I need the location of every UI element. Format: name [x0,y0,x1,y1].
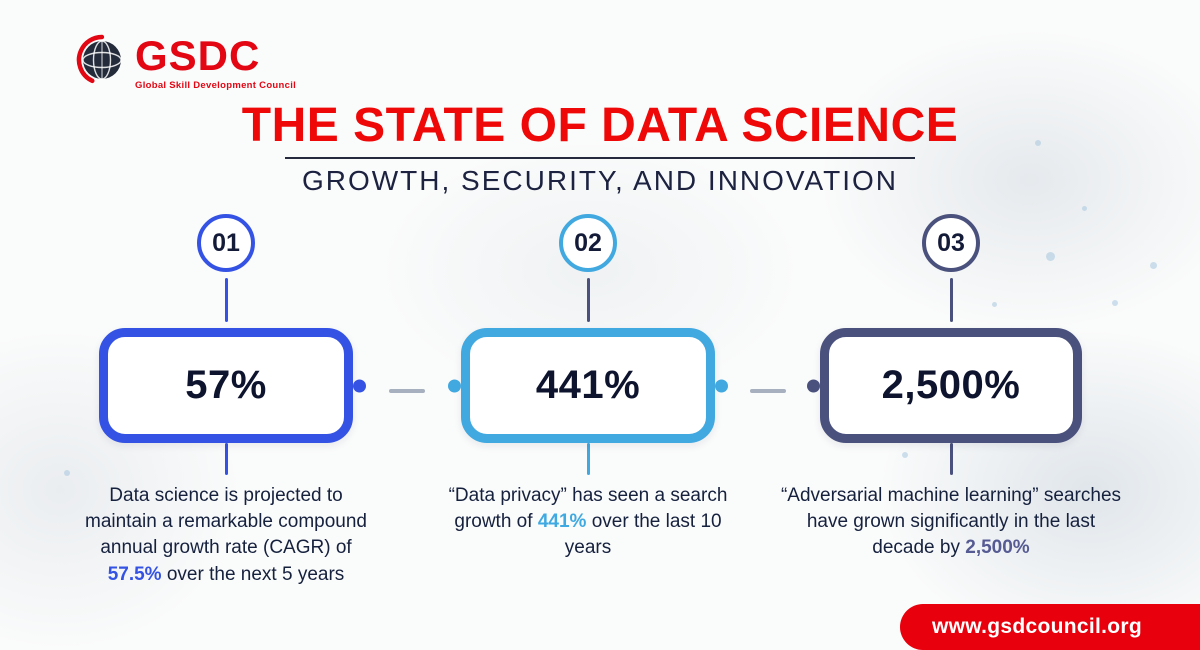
step-number-badge: 03 [922,214,980,272]
connector-line [949,278,953,322]
connector-dash [750,389,786,393]
connector-line [224,443,228,475]
connector-line [224,278,228,322]
background-dot [1082,206,1087,211]
stat-box: 441% [448,328,728,443]
gsdc-logo: GSDC Global Skill Development Council [76,34,296,91]
background-dot [64,470,70,476]
stat-description: Data science is projected to maintain a … [76,483,376,588]
stat-box: 2,500% [807,328,1082,443]
connector-line [586,443,590,475]
step-number: 01 [212,228,240,257]
stat-value: 441% [535,363,641,407]
logo-tagline: Global Skill Development Council [135,79,297,91]
stat-column-2: 02 441% “Data privacy” has seen a search… [438,214,738,562]
stat-description: “Data privacy” has seen a search growth … [438,483,738,562]
background-dot [1150,262,1157,269]
stat-value: 2,500% [881,363,1021,407]
description-text: over the next 5 years [161,563,345,585]
connector-dash [389,389,425,393]
step-number-badge: 01 [197,214,255,272]
stat-column-3: 03 2,500% “Adversarial machine learning”… [778,214,1124,562]
connector-line [586,278,590,322]
stat-value: 57% [185,363,267,407]
stat-box: 57% [99,328,366,443]
step-number: 03 [937,228,965,257]
connector-dot [715,379,728,392]
connector-line [949,443,953,475]
description-text: “Adversarial machine learning” searches … [780,485,1122,559]
description-text: “Data privacy” has seen a search growth … [448,485,728,533]
description-highlight: 57.5% [107,563,162,585]
website-text: www.gsdcouncil.org [932,615,1142,638]
globe-icon [76,34,128,91]
description-text: Data science is projected to maintain a … [85,485,367,559]
connector-dot [807,379,820,392]
description-highlight: 441% [537,511,587,533]
logo-text: GSDC [135,31,261,79]
page-title: THE STATE OF DATA SCIENCE [241,99,959,152]
description-highlight: 2,500% [965,537,1030,559]
stat-description: “Adversarial machine learning” searches … [778,483,1124,562]
stat-column-1: 01 57% Data science is projected to main… [76,214,376,588]
step-number: 02 [574,228,602,257]
step-number-badge: 02 [559,214,617,272]
connector-dot [448,379,461,392]
website-link[interactable]: www.gsdcouncil.org [900,604,1200,650]
description-text: over the last 10 years [564,511,722,559]
title-underline [285,157,915,159]
page-subtitle: GROWTH, SECURITY, AND INNOVATION [301,165,899,196]
connector-dot [353,379,366,392]
